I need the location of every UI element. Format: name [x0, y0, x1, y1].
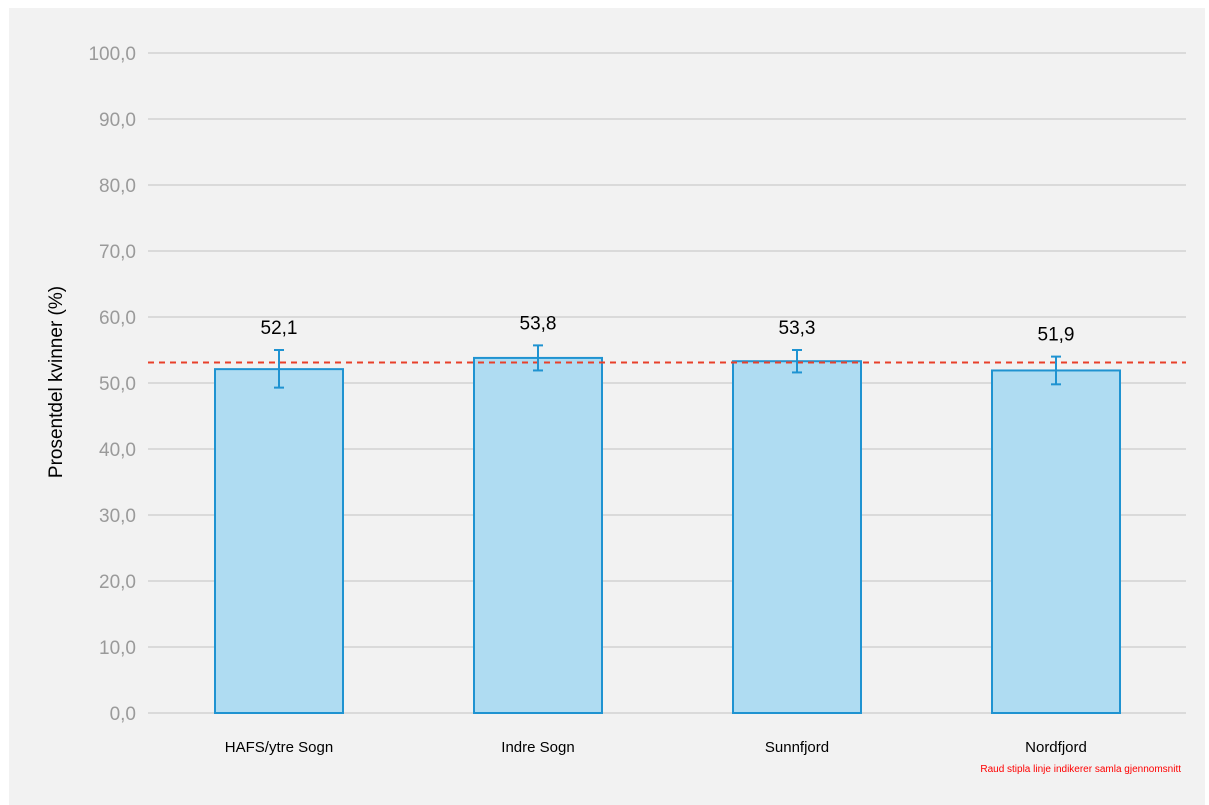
y-tick-label: 30,0	[99, 506, 136, 527]
y-tick-label: 80,0	[99, 176, 136, 197]
y-tick-label: 0,0	[110, 704, 136, 725]
y-tick-label: 40,0	[99, 440, 136, 461]
y-tick-label: 20,0	[99, 572, 136, 593]
title-strip	[0, 0, 1209, 8]
x-tick-label: Nordfjord	[1025, 739, 1087, 756]
bar	[991, 369, 1121, 714]
y-tick-label: 10,0	[99, 638, 136, 659]
x-tick-label: Indre Sogn	[501, 739, 574, 756]
error-bar	[1051, 355, 1061, 386]
x-tick-label: Sunnfjord	[765, 739, 829, 756]
y-tick-label: 90,0	[99, 110, 136, 131]
data-label: 53,8	[520, 313, 557, 334]
error-bar	[792, 349, 802, 374]
y-tick-label: 100,0	[88, 44, 136, 65]
y-axis-label: Prosentdel kvinner (%)	[46, 286, 67, 478]
bar	[214, 368, 344, 714]
data-label: 53,3	[779, 318, 816, 339]
y-tick-label: 60,0	[99, 308, 136, 329]
error-bar	[274, 349, 284, 389]
data-label: 51,9	[1038, 325, 1075, 346]
error-bar	[533, 344, 543, 372]
bar	[732, 360, 862, 714]
y-tick-label: 50,0	[99, 374, 136, 395]
bar	[473, 356, 603, 714]
y-tick-label: 70,0	[99, 242, 136, 263]
x-tick-label: HAFS/ytre Sogn	[225, 739, 333, 756]
data-label: 52,1	[261, 318, 298, 339]
annotation-note: Raud stipla linje indikerer samla gjenno…	[980, 764, 1181, 775]
